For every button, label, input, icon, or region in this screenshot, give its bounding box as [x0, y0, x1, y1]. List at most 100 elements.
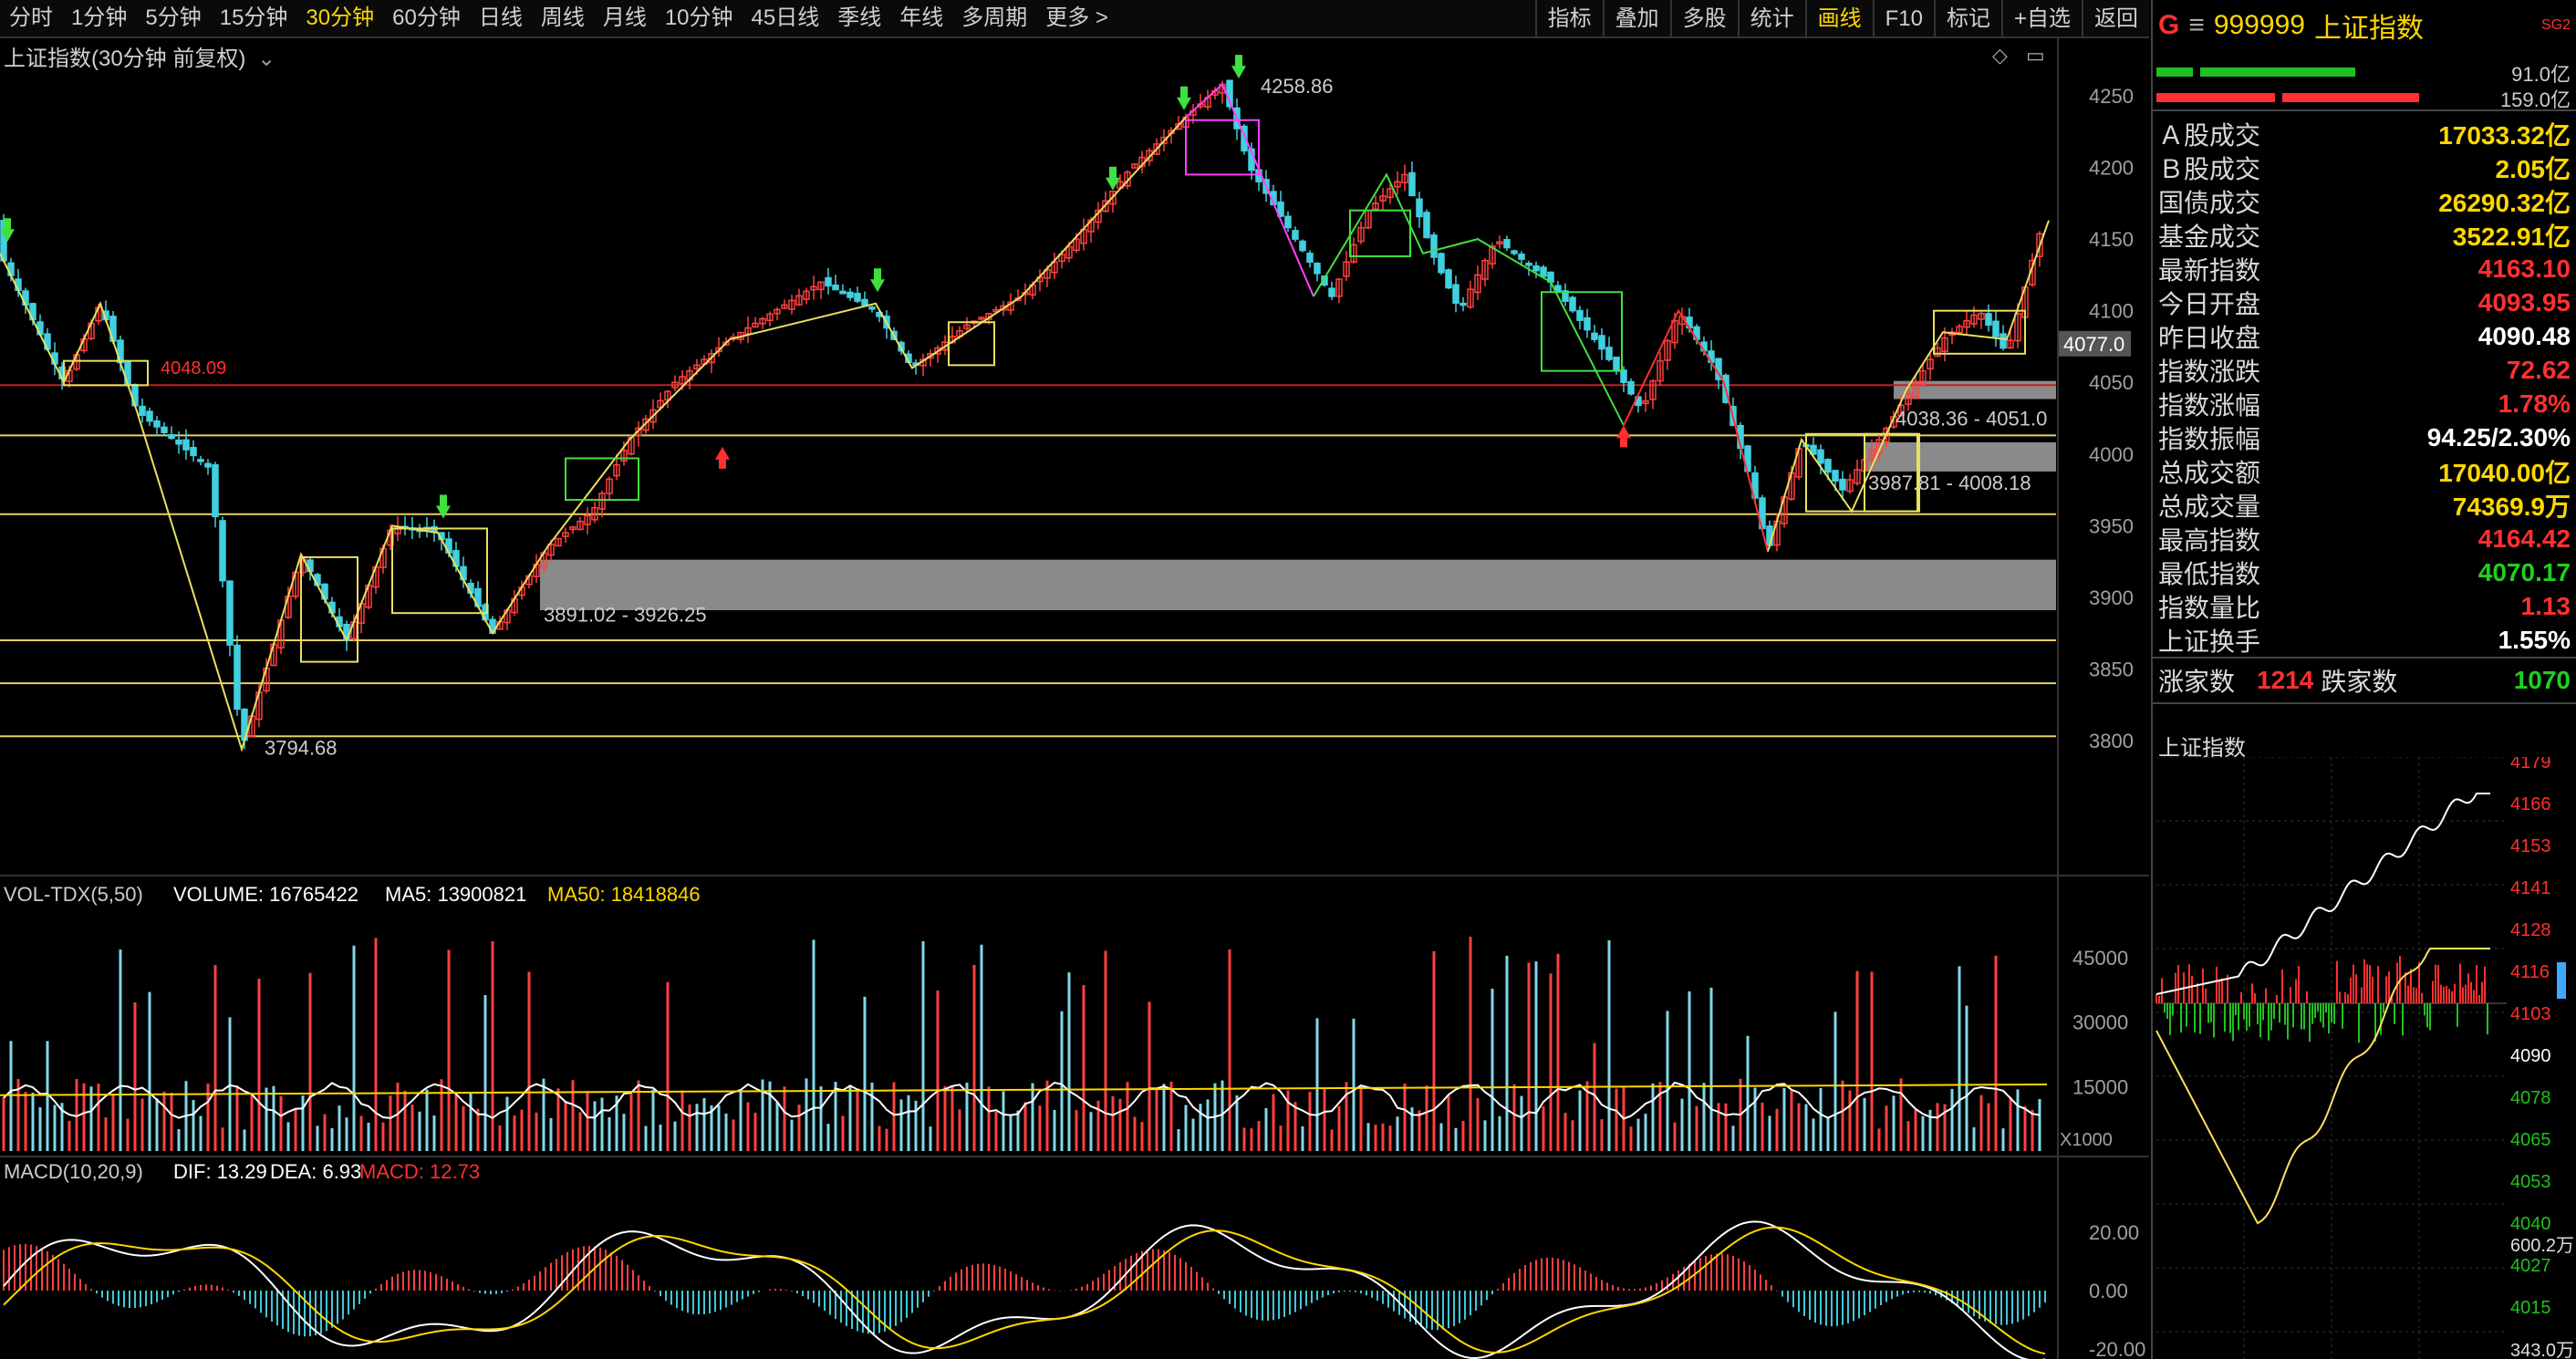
- timeframe-8[interactable]: 月线: [602, 5, 647, 30]
- timeframe-10[interactable]: 45日线: [751, 5, 820, 30]
- vol-ma5-line: [3, 1081, 2041, 1120]
- stat-value: 3522.91亿: [2452, 222, 2571, 251]
- stat-row: 上证换手 1.55%: [2153, 623, 2576, 657]
- candle-body: [1335, 278, 1343, 297]
- timeframe-14[interactable]: 更多 >: [1045, 5, 1108, 30]
- timeframe-9[interactable]: 10分钟: [664, 5, 733, 30]
- vol-y-label: 30000: [2072, 1011, 2128, 1034]
- toolbar-button-8[interactable]: 返回: [2082, 0, 2149, 38]
- current-price-box: [2058, 330, 2131, 357]
- candle-body: [204, 462, 212, 468]
- stat-row: 指数涨跌 72.62: [2153, 353, 2576, 387]
- candle-body: [657, 399, 664, 409]
- toolbar-button-5[interactable]: F10: [1872, 0, 1934, 38]
- stat-value: 1.13: [2520, 591, 2571, 620]
- candle-body: [1985, 313, 1992, 327]
- intraday-y-label: 4053: [2510, 1172, 2551, 1192]
- candle-body: [1379, 195, 1387, 202]
- sell-arrow-icon: [1106, 166, 1120, 191]
- candle-body: [2014, 313, 2021, 342]
- stat-row: Ｂ股成交 2.05亿: [2153, 150, 2576, 184]
- timeframe-7[interactable]: 周线: [540, 5, 585, 30]
- stat-label: Ｂ股成交: [2158, 154, 2261, 183]
- toolbar-button-3[interactable]: 统计: [1737, 0, 1805, 38]
- candle-body: [2036, 233, 2043, 257]
- candle-body: [547, 544, 555, 556]
- candle-body: [744, 327, 752, 335]
- intraday-y-label: 4116: [2510, 962, 2550, 982]
- stat-label: 总成交量: [2158, 492, 2261, 521]
- toolbar-button-6[interactable]: 标记: [1933, 0, 2001, 38]
- toolbar-button-4[interactable]: 画线: [1804, 0, 1873, 38]
- candle-body: [1613, 356, 1620, 372]
- candle-body: [1277, 201, 1284, 217]
- stat-value: 94.25/2.30%: [2426, 422, 2571, 451]
- chart-options-icons[interactable]: ◇ ▭: [1992, 44, 2045, 67]
- candle-body: [1671, 319, 1678, 344]
- candle-body: [2007, 339, 2014, 349]
- candle-body: [1387, 188, 1394, 199]
- intraday-chart[interactable]: 4179 4166 4153 4141 4128 4116 4103 4090 4078 4065…: [2153, 757, 2576, 1359]
- quote-header: G ≡ 999999 上证指数 SG2: [2153, 0, 2576, 51]
- kline-chart[interactable]: 4258.86 3794.68 4048.09 3891.02 - 3926.25 39…: [0, 38, 2149, 1359]
- maximize-icon[interactable]: ▭: [2026, 44, 2045, 67]
- pattern-box: [565, 457, 639, 502]
- red-line-label: 4048.09: [161, 358, 226, 379]
- toolbar-button-2[interactable]: 多股: [1669, 0, 1738, 38]
- candle-body: [584, 514, 591, 525]
- timeframe-3[interactable]: 15分钟: [219, 5, 288, 30]
- candle-body: [781, 304, 788, 309]
- stat-row: 基金成交 3522.91亿: [2153, 218, 2576, 252]
- marker-g: G: [2158, 10, 2180, 40]
- timeframe-5[interactable]: 60分钟: [392, 5, 461, 30]
- timeframe-13[interactable]: 多周期: [961, 5, 1028, 30]
- candle-body: [591, 506, 598, 521]
- chevron-down-icon[interactable]: ⌄: [257, 47, 276, 71]
- timeframe-0[interactable]: 分时: [9, 5, 53, 30]
- vol-ma50-line: [0, 1083, 2048, 1096]
- toolbar-button-0[interactable]: 指标: [1534, 0, 1603, 38]
- intraday-y-label: 4078: [2510, 1088, 2551, 1108]
- vol-ma50-label: MA50: 18418846: [547, 883, 701, 906]
- stat-row: 最低指数 4070.17: [2153, 555, 2576, 589]
- y-axis-label: 3850: [2089, 658, 2134, 680]
- stat-value: 1.78%: [2498, 389, 2571, 418]
- timeframe-11[interactable]: 季线: [837, 5, 882, 30]
- candle-body: [810, 285, 817, 291]
- candle-body: [1306, 253, 1314, 263]
- candle-body: [1321, 275, 1328, 286]
- intraday-price-line: [2155, 793, 2490, 995]
- candle-body: [1058, 254, 1065, 263]
- toolbar-button-1[interactable]: 叠加: [1602, 0, 1670, 38]
- toolbar-button-7[interactable]: +自选: [2000, 0, 2082, 38]
- candle-body: [1423, 212, 1430, 239]
- timeframe-4[interactable]: 30分钟: [306, 5, 375, 30]
- timeframe-1[interactable]: 1分钟: [71, 5, 128, 30]
- sell-arrow-icon: [870, 268, 885, 293]
- stat-label: 昨日收盘: [2158, 323, 2261, 352]
- zigzag-line-red: [1623, 308, 1769, 552]
- stat-row: 指数量比 1.13: [2153, 589, 2576, 623]
- diamond-icon[interactable]: ◇: [1992, 44, 2008, 67]
- menu-icon[interactable]: ≡: [2188, 10, 2205, 40]
- candle-body: [825, 276, 832, 287]
- stat-row: Ａ股成交 17033.32亿: [2153, 117, 2576, 150]
- zigzag-line: [1767, 220, 2050, 552]
- candle-body: [1970, 314, 1978, 325]
- stats-list: Ａ股成交 17033.32亿 Ｂ股成交 2.05亿 国债成交 26290.32亿 基金成交 3…: [2153, 111, 2576, 657]
- candle-body: [1131, 163, 1138, 169]
- candle-body: [1489, 245, 1496, 265]
- stat-label: 指数振幅: [2158, 424, 2261, 453]
- stat-value: 4070.17: [2477, 557, 2571, 586]
- timeframe-6[interactable]: 日线: [478, 5, 523, 30]
- timeframe-12[interactable]: 年线: [899, 5, 944, 30]
- sell-arrow-icon: [1177, 86, 1191, 110]
- candle-body: [1343, 261, 1350, 277]
- intraday-y-label: 4166: [2510, 794, 2551, 814]
- stat-value: 1.55%: [2498, 625, 2571, 654]
- timeframe-2[interactable]: 5分钟: [145, 5, 202, 30]
- low-label: 3794.68: [265, 737, 338, 760]
- candle-body: [963, 324, 971, 329]
- stock-code: 999999: [2213, 10, 2305, 40]
- candle-body: [649, 409, 657, 423]
